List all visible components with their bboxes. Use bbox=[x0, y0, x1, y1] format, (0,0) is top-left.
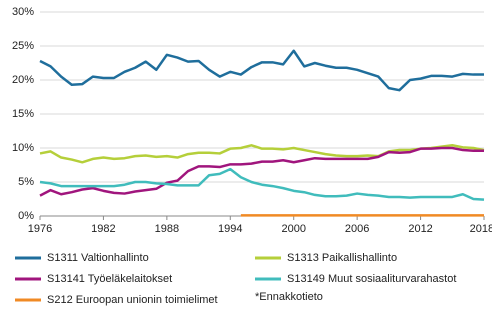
x-tick-label: 2006 bbox=[345, 223, 369, 235]
x-tick-label: 2012 bbox=[408, 223, 432, 235]
annotation: *Ennakkotieto bbox=[255, 291, 323, 303]
x-tick-label: 2018* bbox=[470, 223, 492, 235]
legend-label: S212 Euroopan unionin toimielimet bbox=[47, 294, 218, 306]
series-line bbox=[39, 49, 484, 92]
series-line bbox=[39, 167, 485, 201]
y-tick-label: 10% bbox=[12, 142, 34, 154]
x-tick-label: 1982 bbox=[91, 223, 115, 235]
y-tick-label: 20% bbox=[12, 74, 34, 86]
y-tick-label: 5% bbox=[18, 176, 34, 188]
series-line bbox=[39, 146, 484, 197]
legend-label: S1313 Paikallishallinto bbox=[287, 252, 397, 264]
y-tick-label: 30% bbox=[12, 6, 34, 18]
y-tick-label: 0% bbox=[18, 210, 34, 222]
y-tick-label: 25% bbox=[12, 40, 34, 52]
x-tick-label: 1994 bbox=[218, 223, 242, 235]
series-line bbox=[39, 144, 485, 164]
legend-label: S13149 Muut sosiaaliturvarahastot bbox=[287, 273, 456, 285]
x-tick-label: 1976 bbox=[28, 223, 52, 235]
y-tick-label: 15% bbox=[12, 108, 34, 120]
x-tick-label: 1988 bbox=[155, 223, 179, 235]
x-tick-label: 2000 bbox=[281, 223, 305, 235]
legend-label: S1311 Valtionhallinto bbox=[47, 252, 149, 264]
legend-label: S13141 Työeläkelaitokset bbox=[47, 273, 172, 285]
